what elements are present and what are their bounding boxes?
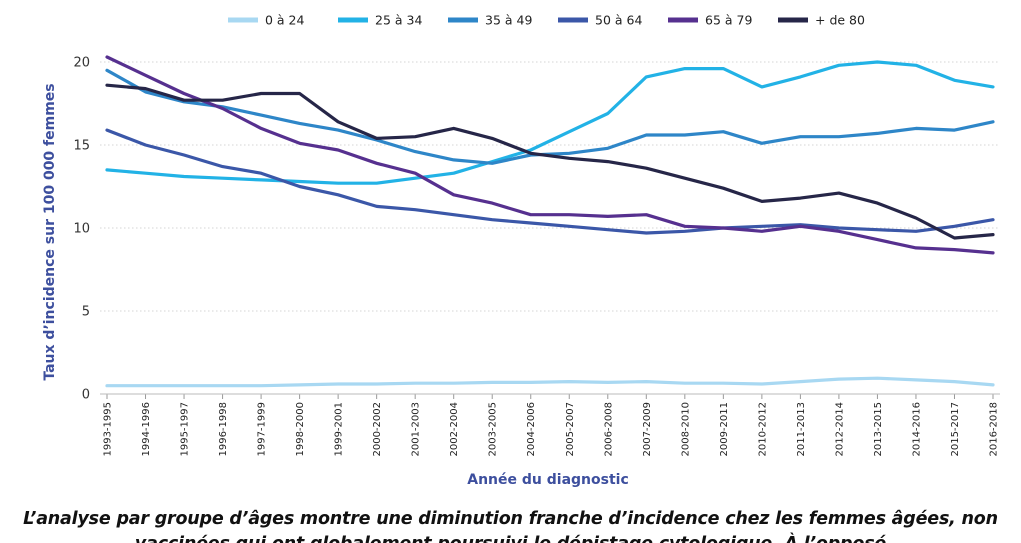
x-tick-label: 2003-2005: [488, 402, 499, 457]
legend-label: 25 à 34: [375, 13, 422, 28]
x-tick-label: 2007-2009: [642, 402, 653, 457]
x-tick-label: 1995-1997: [180, 402, 191, 457]
x-tick-label: 2002-2004: [449, 402, 460, 457]
y-tick-label: 5: [82, 305, 90, 320]
series-line: [105, 60, 995, 185]
x-tick-label: 2010-2012: [757, 402, 768, 457]
series-line: [105, 83, 995, 240]
x-tick-label: 2012-2014: [834, 402, 845, 457]
x-tick-label: 2006-2008: [603, 402, 614, 457]
x-tick-label: 2013-2015: [873, 402, 884, 457]
series-line: [105, 128, 995, 235]
x-tick-label: 2015-2017: [950, 402, 961, 457]
legend-label: 0 à 24: [265, 13, 305, 28]
series-line: [105, 376, 995, 388]
caption-text: L’analyse par groupe d’âges montre une d…: [23, 509, 998, 543]
legend-label: 65 à 79: [705, 13, 752, 28]
y-tick-label: 20: [73, 56, 90, 71]
x-tick-label: 1994-1996: [141, 402, 152, 457]
x-tick-label: 2008-2010: [680, 402, 691, 457]
series-line: [105, 55, 995, 255]
x-tick-label: 2004-2006: [526, 402, 537, 457]
x-tick-label: 2001-2003: [411, 402, 422, 457]
y-axis-title: Taux d’incidence sur 100 000 femmes: [42, 83, 58, 380]
y-tick-label: 0: [82, 388, 90, 403]
x-tick-label: 1997-1999: [257, 402, 268, 457]
series-lines: [105, 55, 995, 388]
chart-legend: 0 à 24 25 à 34 35 à 49 50 à 64 65 à 79 + de 8…: [228, 13, 865, 28]
y-tick-label: 15: [73, 139, 90, 154]
x-tick-label: 2011-2013: [796, 402, 807, 457]
x-axis-ticks: 1993-1995 1994-1996 1995-1997 1996-1998 1997…: [103, 394, 1000, 457]
y-tick-label: 10: [73, 222, 90, 237]
series-line: [105, 68, 995, 165]
x-tick-label: 2009-2011: [719, 402, 730, 457]
y-axis-ticks: 0 5 10 15 20: [73, 56, 90, 403]
legend-label: 50 à 64: [595, 13, 642, 28]
x-tick-label: 2005-2007: [565, 402, 576, 457]
x-tick-label: 2000-2002: [372, 402, 383, 457]
x-tick-label: 2016-2018: [989, 402, 1000, 457]
legend-label: 35 à 49: [485, 13, 532, 28]
x-tick-label: 2014-2016: [911, 402, 922, 457]
line-chart: 0 à 24 25 à 34 35 à 49 50 à 64 65 à 79 + de 8…: [42, 13, 1000, 488]
x-tick-label: 1993-1995: [103, 402, 114, 457]
x-axis-title: Année du diagnostic: [467, 472, 629, 488]
x-tick-label: 1999-2001: [334, 402, 345, 457]
x-tick-label: 1998-2000: [295, 402, 306, 457]
x-tick-label: 1996-1998: [218, 402, 229, 457]
legend-label: + de 80: [815, 13, 865, 28]
